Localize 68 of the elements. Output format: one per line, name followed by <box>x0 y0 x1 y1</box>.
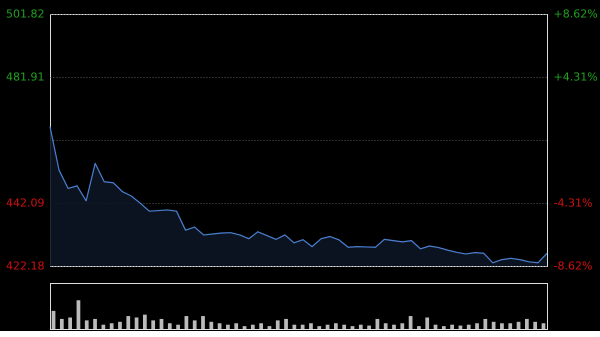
bar <box>300 324 305 329</box>
bar <box>434 324 438 329</box>
bar <box>101 324 106 329</box>
bar <box>201 316 205 329</box>
bar <box>160 318 164 329</box>
bar <box>466 324 471 329</box>
bar <box>76 300 80 329</box>
bar <box>309 323 313 329</box>
bar <box>84 320 89 329</box>
bar <box>52 310 56 329</box>
bar <box>292 324 296 329</box>
y-tick-label: 422.18 <box>6 260 44 272</box>
y-tick-label: 501.82 <box>6 8 44 20</box>
bar <box>524 318 529 329</box>
bar <box>93 318 97 329</box>
y2-tick-label: -8.62% <box>554 260 592 272</box>
bar <box>508 323 512 329</box>
bar <box>442 326 446 329</box>
bar <box>516 322 520 329</box>
bar <box>326 324 330 329</box>
y-tick-label: 481.91 <box>6 70 44 84</box>
bar <box>234 323 238 329</box>
bar <box>60 318 64 329</box>
bar <box>492 322 496 329</box>
bar <box>184 316 188 329</box>
bar <box>367 326 371 329</box>
bar <box>384 323 388 329</box>
bar <box>408 316 412 329</box>
bar <box>126 316 130 329</box>
bar <box>110 323 114 329</box>
bar <box>226 324 230 329</box>
bar <box>242 326 246 329</box>
bar <box>392 324 396 329</box>
bar <box>118 322 122 329</box>
bar <box>458 326 462 329</box>
bar <box>176 324 180 329</box>
bar <box>151 320 156 329</box>
bar <box>168 323 172 329</box>
bar <box>284 318 288 329</box>
y-tick-label: 442.09 <box>6 196 44 210</box>
bar <box>483 318 488 329</box>
bar <box>276 320 280 329</box>
y2-tick-label: +8.62% <box>554 8 598 20</box>
bar <box>350 326 354 329</box>
bar <box>268 326 272 329</box>
y2-tick-label: +4.31% <box>554 70 598 84</box>
bar <box>334 323 338 329</box>
bar <box>500 323 504 329</box>
bar <box>342 324 346 329</box>
bar <box>417 326 421 329</box>
bar <box>542 323 546 329</box>
y2-tick-label: -4.31% <box>554 196 592 210</box>
bar <box>400 323 404 329</box>
bar <box>358 324 363 329</box>
bar <box>317 326 322 329</box>
bar <box>475 323 479 329</box>
bar <box>259 323 263 329</box>
bar <box>192 320 197 329</box>
bar <box>143 314 147 329</box>
bar <box>376 318 380 329</box>
bar <box>209 322 214 329</box>
bar <box>533 322 538 329</box>
bar <box>134 318 138 329</box>
bar <box>425 318 430 329</box>
bar <box>450 324 454 329</box>
bar <box>218 323 222 329</box>
bar <box>68 318 72 329</box>
bar <box>250 324 255 329</box>
